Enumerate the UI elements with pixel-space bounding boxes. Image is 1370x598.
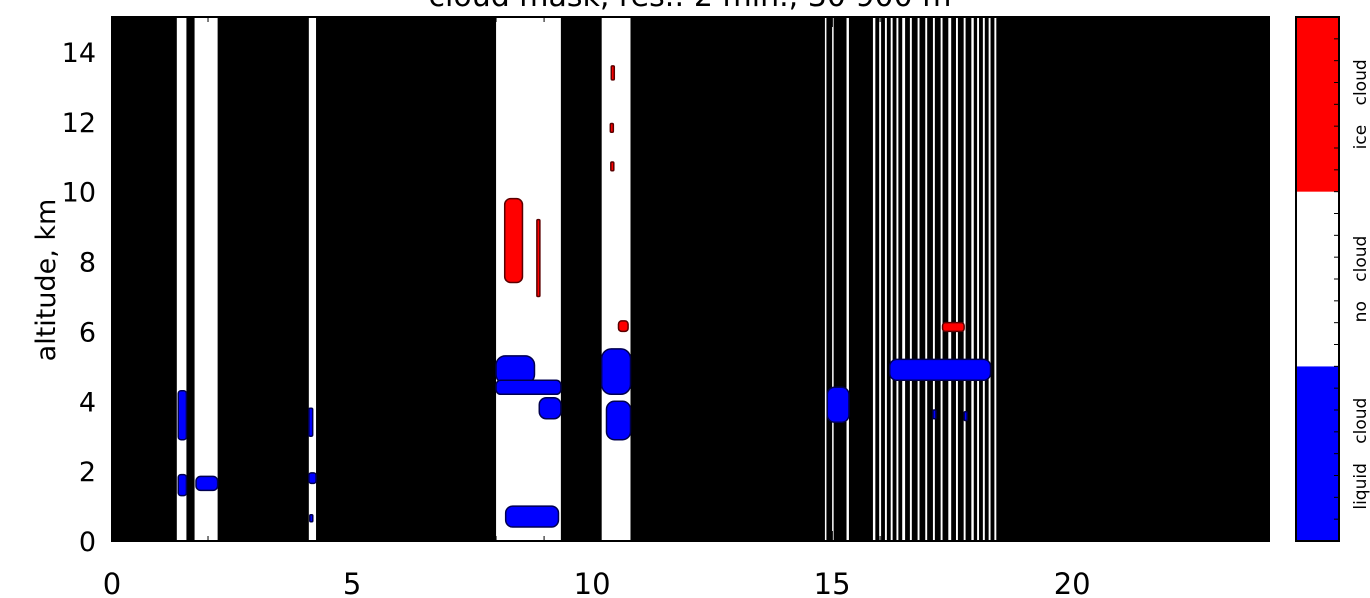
colorbar-label-2: ice cloud [1351,59,1370,149]
no-cloud-period-19 [948,17,952,541]
plot-background [112,17,1269,541]
y-tick-label-4: 8 [79,248,96,279]
y-tick-label-1: 2 [79,457,96,488]
y-tick-label-3: 6 [79,317,96,348]
no-cloud-period-25 [988,17,991,541]
liquid-cloud-patch-10 [538,397,562,420]
no-cloud-period-4 [601,17,631,541]
no-cloud-period-20 [955,17,958,541]
y-tick-label-5: 10 [62,178,96,209]
liquid-cloud-patch-21 [963,410,968,422]
x-tick-label-2: 10 [574,567,611,598]
no-cloud-period-18 [940,17,943,541]
liquid-cloud-patch-11 [504,505,560,528]
ice-cloud-patch-13 [610,65,616,81]
liquid-cloud-patch-16 [600,348,632,396]
no-cloud-period-10 [884,17,887,541]
no-cloud-period-24 [982,17,985,541]
liquid-cloud-patch-18 [826,386,850,423]
missing-data-stripe-0 [577,17,580,541]
liquid-cloud-patch-5 [309,514,314,523]
colorbar-segment-no-cloud [1296,191,1339,367]
no-cloud-period-8 [872,17,876,541]
colorbar-segment-ice-cloud [1296,17,1339,192]
liquid-cloud-patch-17 [605,400,632,441]
no-cloud-period-26 [994,17,997,541]
no-cloud-period-22 [971,17,974,541]
x-tick-label-3: 15 [814,567,851,598]
colorbar-label-0: liquid cloud [1351,398,1370,510]
no-cloud-period-14 [909,17,912,541]
ice-cloud-patch-6 [503,197,524,284]
no-cloud-period-0 [176,17,187,541]
no-cloud-period-2 [308,17,317,541]
no-cloud-period-23 [977,17,980,541]
no-cloud-period-17 [932,17,935,541]
ice-cloud-patch-14 [609,122,615,134]
y-tick-label-6: 12 [62,108,96,139]
x-tick-label-0: 0 [103,567,121,598]
no-cloud-period-11 [890,17,893,541]
no-cloud-period-7 [846,17,849,541]
liquid-cloud-patch-2 [195,475,219,492]
colorbar-label-1: no cloud [1351,236,1370,323]
ice-cloud-patch-12 [617,320,629,333]
chart-title: cloud mask, res.: 2 min., 30 900 m [429,0,952,14]
no-cloud-period-16 [925,17,928,541]
no-cloud-period-13 [902,17,906,541]
y-tick-label-0: 0 [79,527,96,558]
colorbar-frame [1295,16,1340,542]
no-cloud-period-15 [917,17,920,541]
no-cloud-period-21 [963,17,966,541]
liquid-cloud-patch-1 [177,473,188,497]
no-cloud-period-6 [832,17,834,541]
y-axis-label: altitude, km [31,199,62,362]
y-tick-label-2: 4 [79,387,96,418]
ice-cloud-patch-15 [610,161,615,172]
colorbar-segment-liquid-cloud [1296,366,1339,541]
x-tick-label-1: 5 [343,567,361,598]
liquid-cloud-patch-3 [308,472,317,485]
no-cloud-period-1 [194,17,218,541]
no-cloud-period-5 [824,17,827,541]
liquid-cloud-patch-4 [308,407,314,437]
ice-cloud-patch-7 [536,218,541,298]
liquid-cloud-patch-20 [932,409,937,420]
ice-cloud-patch-22 [941,321,965,333]
liquid-cloud-patch-19 [888,358,992,382]
no-cloud-period-12 [896,17,899,541]
liquid-cloud-patch-0 [177,390,188,441]
missing-data-stripe-1 [580,17,583,541]
no-cloud-period-9 [879,17,882,541]
y-tick-label-7: 14 [62,38,96,69]
x-tick-label-4: 20 [1054,567,1091,598]
liquid-cloud-patch-9 [495,379,562,396]
